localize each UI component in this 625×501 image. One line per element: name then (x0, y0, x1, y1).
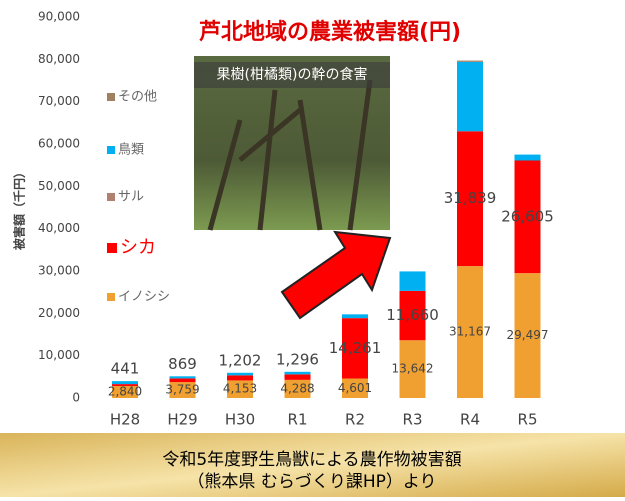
x-tick-label: R4 (460, 411, 480, 429)
footer-line: 令和5年度野生鳥獣による農作物被害額 (162, 450, 461, 470)
data-label: 14,261 (329, 339, 382, 357)
bar-segment (342, 314, 368, 318)
legend-swatch (107, 93, 115, 101)
x-tick-label: R5 (518, 411, 538, 429)
data-label: 1,296 (276, 350, 319, 368)
bar-segment (400, 271, 426, 290)
y-tick-label: 0 (72, 391, 80, 405)
bar-segment (227, 373, 253, 376)
footer-line: （熊本県 むらづくり課HP）より (187, 472, 436, 492)
data-label: 11,660 (386, 306, 439, 324)
x-tick-label: R3 (403, 411, 423, 429)
y-axis-label: 被害額（千円） (12, 166, 27, 250)
bar-segment (515, 155, 541, 161)
legend-swatch (107, 293, 115, 301)
legend-swatch (107, 193, 115, 201)
bar-segment (170, 378, 196, 382)
data-label: 29,497 (507, 328, 549, 342)
data-label: 1,202 (219, 351, 262, 369)
legend-swatch (107, 243, 117, 253)
chart-title: 芦北地域の農業被害額(円) (199, 19, 461, 45)
data-label: 13,642 (392, 362, 434, 376)
legend-label: 鳥類 (118, 143, 144, 158)
y-tick-label: 20,000 (38, 306, 80, 320)
data-label: 2,840 (108, 384, 142, 398)
bar-segment (457, 62, 483, 131)
bar-segment (227, 375, 253, 380)
bar-segment (457, 61, 483, 62)
bar-segment (170, 376, 196, 378)
legend-label: その他 (118, 90, 157, 105)
y-tick-label: 10,000 (38, 348, 80, 362)
data-label: 4,601 (338, 381, 372, 395)
data-label: 869 (168, 355, 197, 373)
data-label: 26,605 (501, 207, 554, 225)
x-tick-label: H28 (110, 411, 140, 429)
legend-label: サル (118, 190, 144, 205)
data-label: 4,153 (223, 382, 257, 396)
x-tick-label: R1 (288, 411, 308, 429)
y-tick-label: 60,000 (38, 137, 80, 151)
data-label: 441 (111, 360, 140, 378)
photo-caption: 果樹(柑橘類)の幹の食害 (217, 66, 368, 83)
x-tick-label: H30 (225, 411, 255, 429)
y-tick-label: 90,000 (38, 10, 80, 24)
y-tick-label: 40,000 (38, 221, 80, 235)
y-tick-label: 70,000 (38, 94, 80, 108)
bar-segment (285, 374, 311, 379)
data-label: 3,759 (165, 383, 199, 397)
legend-label: イノシシ (118, 290, 170, 305)
x-tick-label: H29 (167, 411, 197, 429)
y-tick-label: 30,000 (38, 264, 80, 278)
x-tick-label: R2 (345, 411, 365, 429)
y-tick-label: 50,000 (38, 179, 80, 193)
data-label: 31,167 (449, 325, 491, 339)
arrow (282, 232, 390, 318)
data-label: 31,839 (444, 189, 497, 207)
legend-label: シカ (120, 237, 156, 258)
legend-swatch (107, 146, 115, 154)
y-tick-label: 80,000 (38, 52, 80, 66)
bar-segment (285, 372, 311, 375)
chart: 令和5年度野生鳥獣による農作物被害額 （熊本県 むらづくり課HP）より 芦北地域… (0, 0, 625, 497)
data-label: 4,288 (280, 381, 314, 395)
